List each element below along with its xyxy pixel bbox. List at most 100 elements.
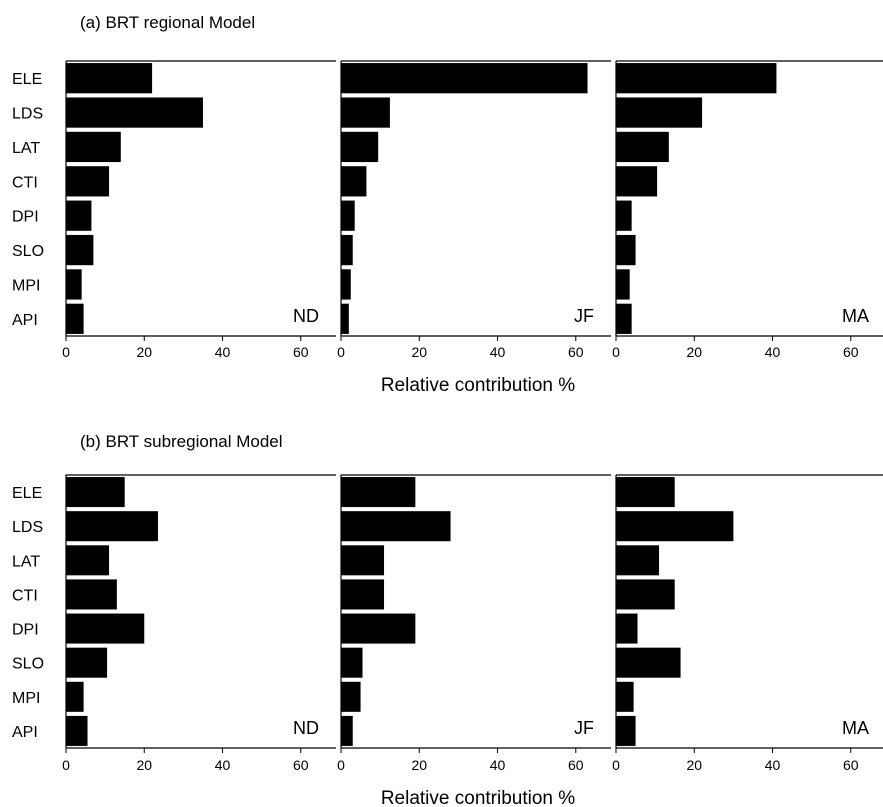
bar-dpi bbox=[616, 613, 638, 644]
x-tick-label: 0 bbox=[62, 757, 70, 773]
bar-cti bbox=[616, 579, 675, 610]
x-tick-label: 60 bbox=[568, 757, 584, 773]
bar-mpi bbox=[616, 681, 634, 712]
x-tick-label: 60 bbox=[843, 344, 859, 360]
bar-lat bbox=[616, 545, 660, 576]
bar-mpi bbox=[616, 269, 630, 300]
bar-lat bbox=[616, 131, 669, 163]
bar-slo bbox=[616, 234, 636, 266]
x-tick-label: 40 bbox=[490, 757, 506, 773]
category-label: LAT bbox=[12, 553, 40, 570]
x-tick-label: 40 bbox=[215, 344, 231, 360]
bar-dpi bbox=[341, 200, 355, 231]
x-tick-label: 20 bbox=[136, 757, 152, 773]
x-tick-label: 40 bbox=[215, 757, 231, 773]
bar-slo bbox=[341, 647, 363, 678]
x-tick-label: 0 bbox=[612, 757, 620, 773]
category-label: MPI bbox=[12, 277, 40, 294]
bar-lat bbox=[66, 545, 110, 576]
bar-mpi bbox=[341, 269, 351, 300]
bar-dpi bbox=[341, 613, 416, 644]
category-label: ELE bbox=[12, 71, 42, 88]
x-axis-label: Relative contribution % bbox=[381, 788, 575, 807]
bar-lat bbox=[341, 545, 385, 576]
bar-cti bbox=[341, 579, 385, 610]
category-label: LDS bbox=[12, 106, 43, 123]
bar-mpi bbox=[66, 269, 82, 300]
bar-slo bbox=[341, 234, 353, 266]
x-tick-label: 60 bbox=[293, 344, 309, 360]
bar-cti bbox=[341, 166, 367, 197]
bar-ele bbox=[66, 477, 125, 508]
panel-nd: 0 20 40 60 ND bbox=[62, 60, 336, 360]
bar-cti bbox=[66, 166, 110, 197]
x-tick-label: 0 bbox=[337, 344, 345, 360]
bar-lds bbox=[341, 511, 451, 542]
x-tick-label: 0 bbox=[62, 344, 70, 360]
panel-nd: 0 20 40 60 ND bbox=[62, 474, 336, 773]
panel-label: MA bbox=[842, 306, 869, 326]
chart-b-subregional-model: (b) BRT subregional Model ELE LDS LAT CTI DPI… bbox=[12, 432, 883, 807]
panel-ma: 0 20 40 60 MA bbox=[612, 60, 883, 360]
x-tick-label: 40 bbox=[490, 344, 506, 360]
bar-lds bbox=[66, 511, 158, 542]
bar-lat bbox=[341, 131, 379, 163]
bar-lds bbox=[616, 511, 734, 542]
x-tick-label: 40 bbox=[765, 757, 781, 773]
x-tick-label: 60 bbox=[568, 344, 584, 360]
bar-lat bbox=[66, 131, 121, 163]
bar-ele bbox=[341, 63, 588, 94]
x-tick-label: 20 bbox=[686, 344, 702, 360]
x-tick-label: 20 bbox=[411, 344, 427, 360]
category-label: DPI bbox=[12, 622, 39, 639]
bar-api bbox=[66, 303, 84, 334]
x-tick-label: 20 bbox=[136, 344, 152, 360]
bar-api bbox=[341, 303, 349, 334]
chart-title: (a) BRT regional Model bbox=[80, 13, 255, 32]
x-tick-label: 20 bbox=[411, 757, 427, 773]
panel-label: JF bbox=[574, 718, 594, 738]
x-tick-label: 40 bbox=[765, 344, 781, 360]
x-tick-label: 60 bbox=[843, 757, 859, 773]
bar-mpi bbox=[66, 681, 84, 712]
panel-label: ND bbox=[293, 718, 319, 738]
x-axis-label: Relative contribution % bbox=[381, 375, 575, 396]
bar-lds bbox=[66, 97, 203, 128]
category-label: CTI bbox=[12, 587, 38, 604]
panel-jf: 0 20 40 60 JF bbox=[337, 474, 611, 773]
bar-dpi bbox=[66, 613, 145, 644]
panel-label: JF bbox=[574, 306, 594, 326]
bar-ele bbox=[616, 63, 777, 94]
chart-a-regional-model: (a) BRT regional Model ELE LDS LAT CTI DPI SLO… bbox=[12, 13, 883, 396]
category-label: SLO bbox=[12, 656, 44, 673]
bar-mpi bbox=[341, 681, 361, 712]
category-label: LDS bbox=[12, 519, 43, 536]
x-tick-label: 60 bbox=[293, 757, 309, 773]
bar-api bbox=[616, 303, 632, 334]
bar-cti bbox=[66, 579, 117, 610]
bar-api bbox=[341, 715, 353, 746]
bar-dpi bbox=[616, 200, 632, 231]
category-label: API bbox=[12, 724, 38, 741]
category-label: ELE bbox=[12, 485, 42, 502]
category-label: CTI bbox=[12, 174, 38, 191]
bar-lds bbox=[341, 97, 390, 128]
x-tick-label: 0 bbox=[612, 344, 620, 360]
bar-ele bbox=[341, 477, 416, 508]
bar-cti bbox=[616, 166, 658, 197]
bar-dpi bbox=[66, 200, 92, 231]
category-label: DPI bbox=[12, 209, 39, 226]
bar-ele bbox=[66, 63, 153, 94]
bar-ele bbox=[616, 477, 675, 508]
bar-api bbox=[616, 715, 636, 746]
panel-ma: 0 20 40 60 MA bbox=[612, 474, 883, 773]
x-tick-label: 20 bbox=[686, 757, 702, 773]
bar-slo bbox=[66, 647, 108, 678]
bar-slo bbox=[616, 647, 681, 678]
panel-label: ND bbox=[293, 306, 319, 326]
category-label: SLO bbox=[12, 243, 44, 260]
category-label: MPI bbox=[12, 690, 40, 707]
panel-jf: 0 20 40 60 JF bbox=[337, 60, 611, 360]
panel-label: MA bbox=[842, 718, 869, 738]
